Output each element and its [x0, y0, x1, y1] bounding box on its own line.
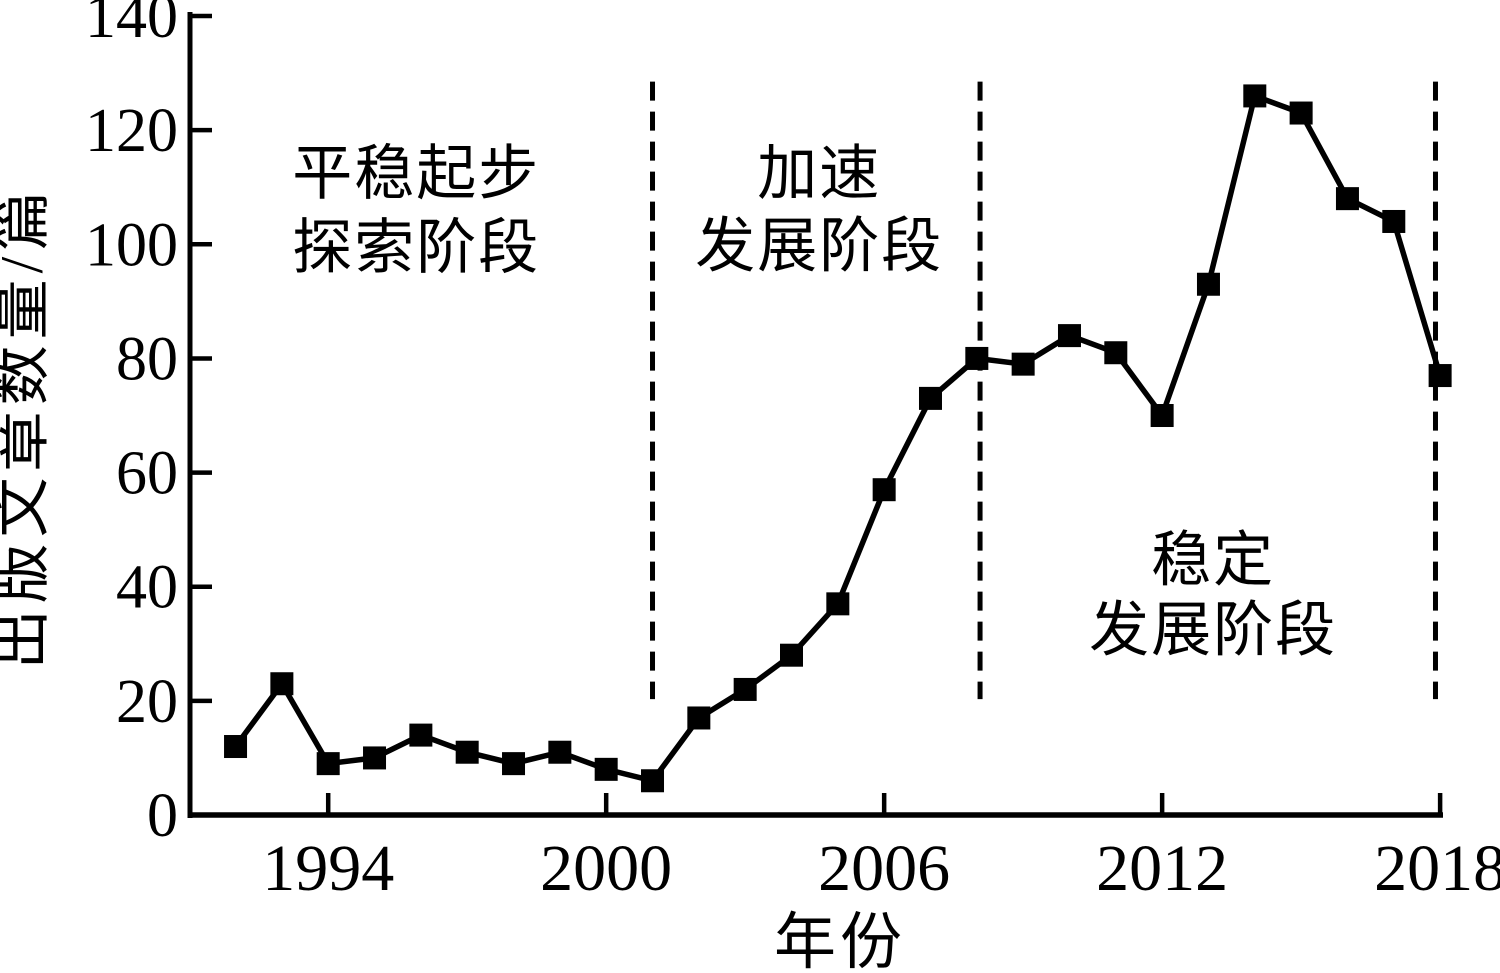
data-point-2006: [872, 478, 896, 502]
x-axis-title: 年份: [774, 909, 906, 973]
data-point-1994: [316, 752, 340, 776]
data-point-1992: [224, 735, 248, 759]
x-tick-label-2012: 2012: [1096, 832, 1228, 905]
data-point-1999: [548, 740, 572, 764]
x-tick-label-1994: 1994: [262, 832, 394, 905]
y-tick-label-60: 60: [116, 440, 178, 508]
data-point-1998: [502, 752, 526, 776]
y-tick-label-100: 100: [85, 211, 178, 279]
data-point-2010: [1057, 324, 1081, 348]
data-point-2007: [918, 386, 942, 410]
y-tick-label-120: 120: [85, 97, 178, 165]
data-point-2002: [687, 706, 711, 730]
x-tick-label-2018: 2018: [1374, 832, 1500, 905]
data-point-2008: [965, 346, 989, 370]
data-point-2015: [1289, 101, 1313, 125]
data-point-2018: [1428, 364, 1452, 388]
data-point-2005: [826, 592, 850, 616]
phase-2-label-line-2: 发展阶段: [695, 213, 943, 279]
data-point-2004: [780, 643, 803, 667]
data-point-2012: [1150, 404, 1174, 428]
data-point-1993: [270, 672, 294, 696]
data-point-2001: [641, 769, 665, 793]
phase-3-label-line-1: 稳定: [1151, 527, 1275, 593]
x-tick-label-2000: 2000: [540, 832, 672, 905]
data-point-2003: [733, 677, 757, 701]
data-point-2014: [1243, 84, 1267, 108]
phase-2-label-line-1: 加速: [757, 141, 881, 207]
chart-plot-area: 0 20 40 60 80 100 120 140 1994 2000 2006 2012 2018 平稳…: [85, 0, 1500, 905]
y-tick-label-0: 0: [147, 782, 178, 850]
y-tick-label-140: 140: [85, 0, 178, 51]
phase-1-label-line-1: 平稳起步: [292, 141, 540, 207]
data-point-1997: [455, 740, 479, 764]
data-point-1996: [409, 723, 433, 747]
data-point-2017: [1382, 209, 1406, 233]
data-point-1995: [363, 746, 387, 770]
data-point-2009: [1011, 352, 1035, 376]
data-point-2016: [1335, 187, 1359, 211]
y-tick-label-40: 40: [116, 554, 178, 622]
data-point-2000: [594, 757, 618, 781]
phase-3-label-line-2: 发展阶段: [1089, 598, 1337, 664]
y-axis-title: 出版文章数量/篇: [0, 185, 55, 670]
x-tick-label-2006: 2006: [818, 832, 950, 905]
y-tick-label-20: 20: [116, 668, 178, 736]
phase-1-label-line-2: 探索阶段: [292, 215, 540, 281]
y-tick-label-80: 80: [116, 325, 178, 393]
data-point-2011: [1104, 341, 1128, 365]
data-point-2013: [1196, 272, 1220, 296]
